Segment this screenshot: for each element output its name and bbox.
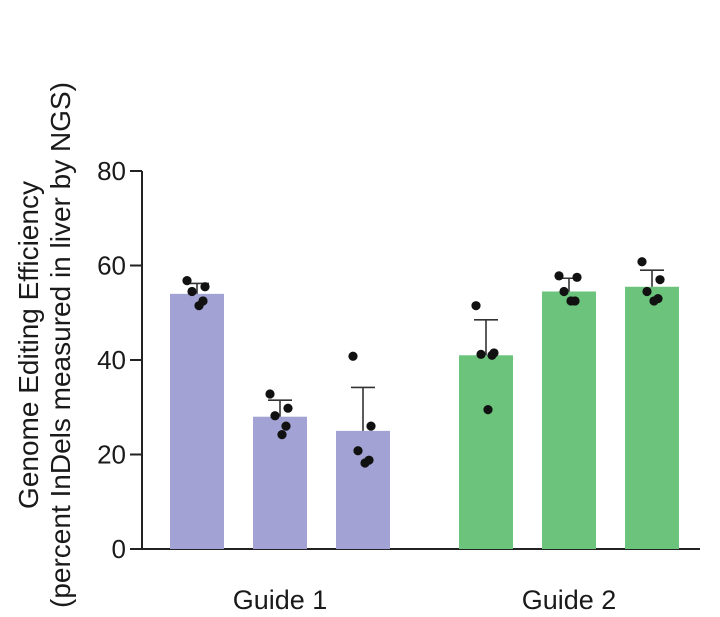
point-group2-bar3-3 — [642, 286, 652, 297]
point-group2-bar3-5 — [649, 296, 659, 306]
point-group2-bar1-5 — [483, 405, 493, 415]
y-tick-label-80: 80 — [97, 156, 126, 186]
point-group2-bar1-3 — [476, 349, 486, 359]
group-label-2: Guide 2 — [522, 585, 617, 615]
bar-group2-bar3 — [625, 286, 679, 549]
group-label-1: Guide 1 — [233, 585, 328, 615]
point-group1-bar2-1 — [265, 389, 275, 399]
point-group1-bar2-5 — [277, 430, 287, 440]
point-group1-bar3-5 — [360, 458, 370, 468]
y-tick-label-0: 0 — [112, 534, 126, 564]
point-group1-bar2-4 — [281, 421, 291, 431]
point-group1-bar3-3 — [353, 446, 363, 456]
y-tick-label-20: 20 — [97, 440, 126, 470]
point-group1-bar1-2 — [200, 282, 210, 292]
y-axis-label: Genome Editing Efficiency (percent InDel… — [13, 82, 76, 608]
point-group1-bar1-1 — [182, 276, 192, 286]
point-group2-bar3-2 — [655, 275, 665, 285]
point-group2-bar1-1 — [471, 301, 481, 311]
point-group1-bar2-3 — [270, 411, 280, 421]
point-group1-bar3-1 — [348, 351, 358, 361]
bar-group2-bar2 — [542, 291, 596, 549]
point-group2-bar3-1 — [637, 257, 647, 267]
point-group1-bar1-3 — [187, 286, 197, 297]
group-labels: Guide 1 Guide 2 — [233, 585, 617, 615]
point-group2-bar2-1 — [554, 271, 564, 281]
point-group1-bar3-2 — [366, 421, 376, 431]
axes: 0 20 40 60 80 — [97, 156, 700, 564]
point-group2-bar2-2 — [572, 272, 582, 282]
y-tick-label-40: 40 — [97, 345, 126, 375]
bar-group2-bar1 — [459, 355, 513, 549]
point-group1-bar1-5 — [194, 301, 204, 311]
point-group2-bar2-3 — [559, 286, 569, 297]
y-axis-label-line1: Genome Editing Efficiency — [13, 181, 44, 509]
y-tick-label-60: 60 — [97, 251, 126, 281]
point-group2-bar1-4 — [487, 350, 497, 360]
point-group2-bar2-5 — [566, 296, 576, 306]
y-axis-label-line2: (percent InDels measured in liver by NGS… — [45, 82, 76, 608]
bar-group1-bar1 — [170, 293, 224, 549]
bar-group1-bar3 — [336, 430, 390, 549]
point-group1-bar2-2 — [283, 403, 293, 413]
data-points — [182, 257, 665, 468]
bars — [170, 286, 679, 549]
